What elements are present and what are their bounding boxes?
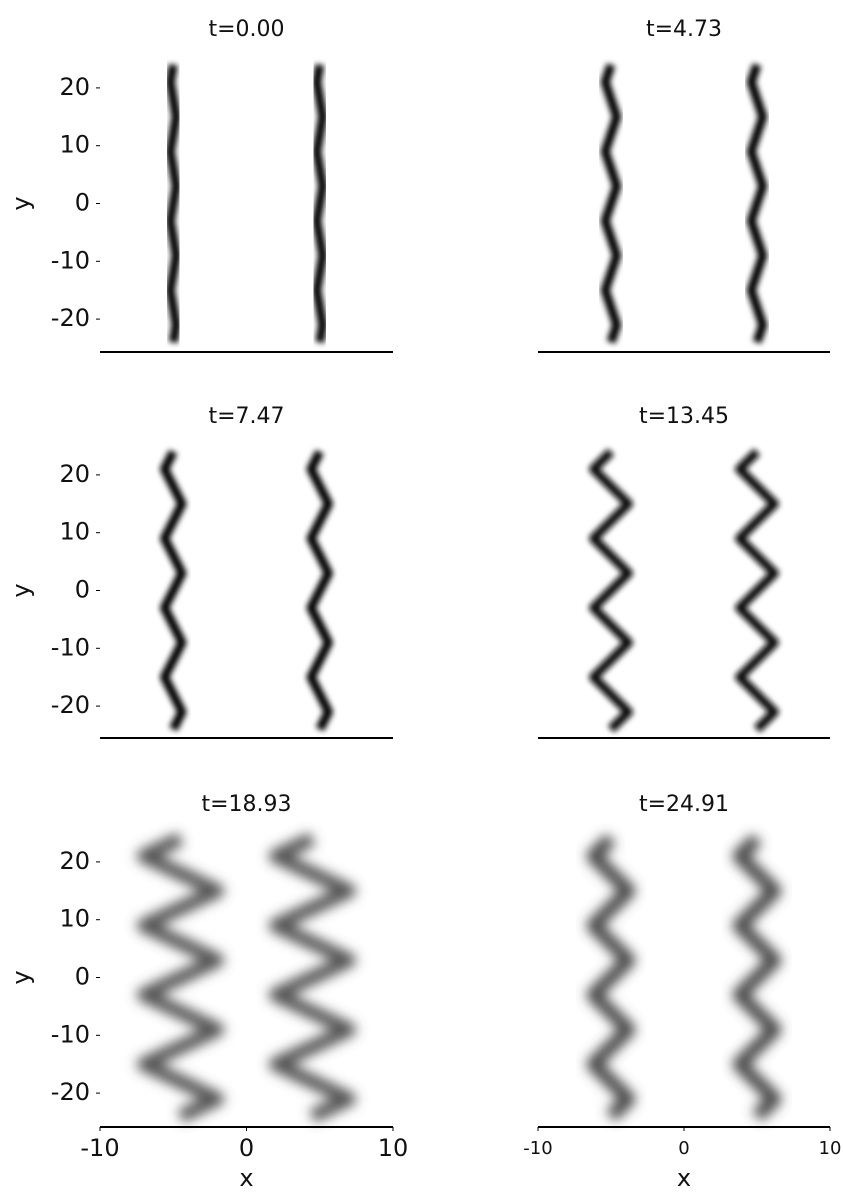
y-tick-label: -10 — [51, 246, 90, 274]
x-axis-label: x — [677, 1164, 691, 1192]
y-tick-label: 0 — [75, 963, 90, 991]
x-tick-label: 0 — [678, 1138, 689, 1159]
y-tick-label: -20 — [51, 304, 90, 332]
y-tick-label: 0 — [75, 189, 90, 217]
y-tick-label: 10 — [59, 518, 90, 546]
filament-line — [746, 63, 768, 344]
panel-title: t=7.47 — [208, 404, 284, 429]
panel-title: t=0.00 — [208, 17, 284, 42]
y-tick-label: 0 — [75, 576, 90, 604]
panel-title: t=24.91 — [639, 792, 729, 817]
filament-line — [735, 448, 779, 733]
x-axis-label: x — [239, 1164, 253, 1192]
filament-line — [160, 449, 187, 732]
y-tick-label: 10 — [59, 131, 90, 159]
x-tick-label: 10 — [378, 1134, 409, 1162]
filament-line — [732, 833, 782, 1122]
x-tick-label: -10 — [80, 1134, 119, 1162]
y-tick-label: -10 — [51, 633, 90, 661]
y-tick-label: 20 — [59, 847, 90, 875]
filament-line — [586, 833, 636, 1122]
x-tick-label: -10 — [523, 1138, 552, 1159]
panel-title: t=4.73 — [646, 17, 722, 42]
filament-line — [165, 64, 181, 343]
x-tick-label: 0 — [239, 1134, 254, 1162]
filament-line — [306, 449, 333, 732]
panel-title: t=13.45 — [639, 404, 729, 429]
y-tick-label: -20 — [51, 1078, 90, 1106]
filament-line — [600, 63, 622, 344]
filament-line — [312, 64, 328, 343]
y-tick-label: 20 — [59, 460, 90, 488]
y-tick-label: 20 — [59, 73, 90, 101]
panel-title: t=18.93 — [201, 792, 291, 817]
x-tick-label: 10 — [819, 1138, 842, 1159]
filament-line — [268, 832, 356, 1123]
y-axis-label: y — [7, 196, 35, 210]
y-axis-label: y — [7, 583, 35, 597]
y-tick-label: -10 — [51, 1020, 90, 1048]
y-axis-label: y — [7, 970, 35, 984]
y-tick-label: 10 — [59, 905, 90, 933]
filament-line — [136, 832, 225, 1123]
y-tick-label: -20 — [51, 691, 90, 719]
filament-line — [589, 448, 633, 733]
